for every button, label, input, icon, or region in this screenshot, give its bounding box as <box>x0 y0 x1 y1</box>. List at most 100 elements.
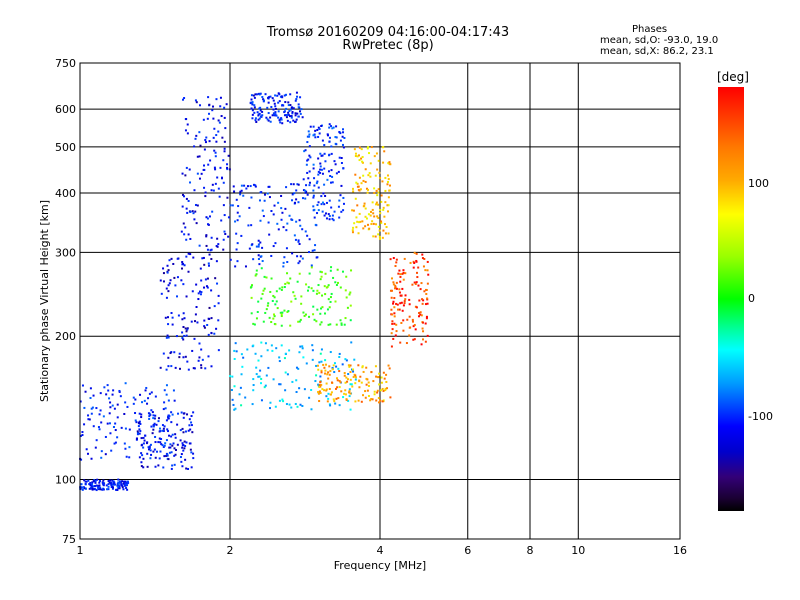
x-axis-label: Frequency [MHz] <box>334 559 426 572</box>
data-point <box>215 260 218 263</box>
data-point <box>340 157 343 160</box>
data-point <box>367 381 370 384</box>
data-point <box>161 424 164 427</box>
data-point <box>182 416 185 419</box>
data-point <box>310 266 313 269</box>
data-point <box>151 411 154 414</box>
data-point <box>334 387 337 390</box>
data-point <box>271 349 274 352</box>
data-point <box>181 465 184 468</box>
data-point <box>235 350 238 353</box>
data-point <box>307 177 310 180</box>
data-point <box>90 407 93 410</box>
data-point <box>408 303 411 306</box>
data-point <box>386 183 389 186</box>
data-point <box>339 286 342 289</box>
data-point <box>187 467 190 470</box>
data-point <box>280 324 283 327</box>
data-point <box>197 298 200 301</box>
data-point <box>169 443 172 446</box>
data-point <box>147 397 150 400</box>
data-point <box>84 390 87 393</box>
data-point <box>349 371 352 374</box>
data-point <box>400 321 403 324</box>
data-point <box>134 412 137 415</box>
data-point <box>216 282 219 285</box>
data-point <box>352 375 355 378</box>
data-point <box>257 245 260 248</box>
data-point <box>92 485 95 488</box>
data-point <box>92 480 95 483</box>
data-point <box>181 331 184 334</box>
data-point <box>83 423 86 426</box>
data-point <box>332 126 335 129</box>
data-point <box>161 429 164 432</box>
colorbar-tick-0: 0 <box>748 292 755 305</box>
data-point <box>186 123 189 126</box>
data-point <box>200 291 203 294</box>
data-point <box>356 185 359 188</box>
data-point <box>254 119 257 122</box>
data-point <box>351 385 354 388</box>
data-point <box>194 210 197 213</box>
data-point <box>412 260 415 263</box>
data-point <box>424 269 427 272</box>
data-point <box>359 375 362 378</box>
data-point <box>217 243 220 246</box>
data-point <box>328 306 331 309</box>
data-point <box>371 398 374 401</box>
data-point <box>278 119 281 122</box>
data-point <box>255 317 258 320</box>
data-point <box>178 352 181 355</box>
data-point <box>163 425 166 428</box>
data-point <box>257 118 260 121</box>
data-point <box>187 252 190 255</box>
data-point <box>204 195 207 198</box>
data-point <box>184 458 187 461</box>
data-point <box>319 168 322 171</box>
data-point <box>310 264 313 267</box>
data-point <box>325 212 328 215</box>
data-point <box>259 191 262 194</box>
data-point <box>413 338 416 341</box>
data-point <box>298 320 301 323</box>
data-point <box>219 96 222 99</box>
data-point <box>413 261 416 264</box>
data-point <box>318 361 321 364</box>
data-point <box>187 199 190 202</box>
data-point <box>210 257 213 260</box>
data-point <box>425 317 428 320</box>
data-point <box>194 320 197 323</box>
data-point <box>171 433 174 436</box>
data-point <box>212 117 215 120</box>
data-point <box>157 420 160 423</box>
data-point <box>208 140 211 143</box>
data-point <box>293 234 296 237</box>
data-point <box>323 152 326 155</box>
data-point <box>319 375 322 378</box>
data-point <box>185 441 188 444</box>
data-point <box>123 442 126 445</box>
data-point <box>326 308 329 311</box>
data-point <box>170 467 173 470</box>
data-point <box>272 245 275 248</box>
data-point <box>255 273 258 276</box>
data-point <box>377 225 380 228</box>
data-point <box>108 412 111 415</box>
data-point <box>87 414 90 417</box>
data-point <box>286 114 289 117</box>
data-point <box>199 144 202 147</box>
data-point <box>340 161 343 164</box>
data-point <box>354 173 357 176</box>
data-point <box>264 342 267 345</box>
data-point <box>292 107 295 110</box>
data-point <box>212 136 215 139</box>
data-point <box>231 375 234 378</box>
data-point <box>373 215 376 218</box>
data-point <box>239 190 242 193</box>
data-point <box>227 235 230 238</box>
data-point <box>109 406 112 409</box>
data-point <box>170 365 173 368</box>
data-point <box>418 299 421 302</box>
data-point <box>402 304 405 307</box>
